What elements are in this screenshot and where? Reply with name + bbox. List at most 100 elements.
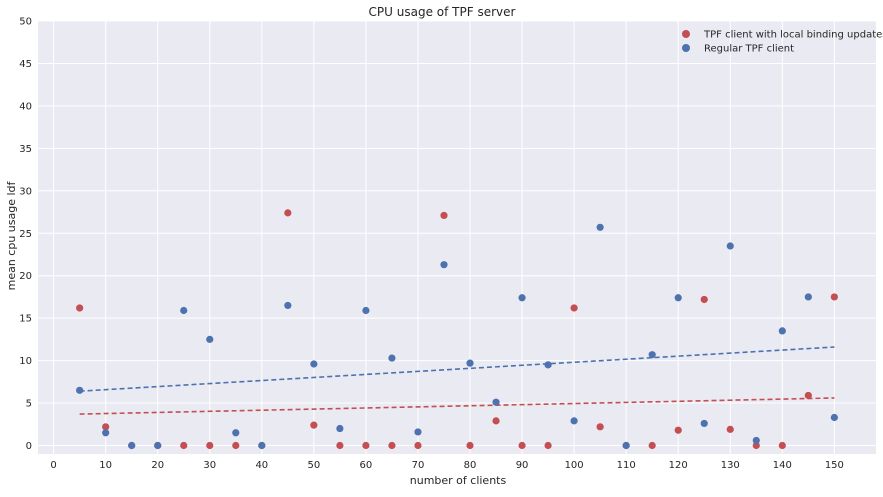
y-tick-label: 30 — [19, 186, 32, 197]
y-tick-label: 5 — [26, 399, 32, 410]
data-point-blue — [310, 360, 318, 368]
x-tick-label: 10 — [99, 460, 112, 471]
chart-title: CPU usage of TPF server — [369, 5, 516, 19]
data-point-blue — [752, 436, 760, 445]
data-point-red — [700, 295, 708, 304]
data-point-blue — [804, 293, 812, 301]
x-tick-label: 150 — [825, 460, 844, 471]
legend: TPF client with local binding updates Re… — [682, 30, 883, 55]
data-point-red — [180, 441, 188, 450]
y-tick-label: 35 — [19, 144, 32, 155]
data-point-blue — [336, 424, 344, 433]
data-point-red — [544, 441, 552, 450]
x-tick-label: 60 — [360, 460, 373, 471]
data-point-red — [440, 211, 448, 220]
trend-line-blue — [79, 346, 835, 392]
data-point-red — [414, 441, 422, 450]
data-point-blue — [674, 294, 682, 302]
x-axis-ticks: 0 10 20 30 40 50 60 70 80 90 100 110 120 130 140 150 — [50, 460, 843, 471]
y-tick-label: 20 — [19, 271, 32, 282]
y-tick-label: 0 — [26, 441, 32, 452]
y-axis-ticks: 0 5 10 15 20 25 30 35 40 45 50 — [19, 17, 32, 453]
x-tick-label: 50 — [307, 460, 320, 471]
data-point-blue — [102, 429, 110, 437]
data-point-blue — [232, 429, 240, 437]
data-point-red — [804, 391, 812, 400]
data-point-red — [518, 441, 526, 450]
data-point-blue — [830, 413, 838, 422]
data-point-red — [388, 441, 396, 450]
data-point-red — [648, 441, 656, 450]
data-point-blue — [778, 327, 786, 335]
data-point-blue — [180, 306, 188, 315]
data-point-blue — [440, 261, 448, 269]
data-point-blue — [570, 417, 578, 425]
y-axis-label: mean cpu usage ldf — [5, 180, 18, 290]
y-tick-label: 40 — [19, 101, 32, 112]
x-tick-label: 70 — [412, 460, 425, 471]
data-point-red — [596, 423, 604, 431]
x-tick-label: 40 — [255, 460, 268, 471]
x-tick-label: 110 — [617, 460, 636, 471]
plot-area — [38, 21, 876, 454]
data-points — [76, 209, 838, 450]
data-point-red — [570, 304, 578, 312]
y-tick-label: 15 — [19, 314, 32, 325]
x-tick-label: 0 — [50, 460, 56, 471]
data-point-blue — [206, 335, 214, 343]
data-point-red — [726, 425, 734, 433]
data-point-blue — [258, 441, 266, 450]
data-point-blue — [414, 428, 422, 436]
gridlines — [38, 20, 876, 454]
legend-entry-series-1: TPF client with local binding updates — [682, 30, 883, 41]
data-point-blue — [648, 351, 656, 359]
data-point-red — [752, 441, 760, 450]
x-tick-label: 80 — [464, 460, 477, 471]
x-tick-label: 100 — [565, 460, 584, 471]
data-point-blue — [518, 294, 526, 302]
data-point-red — [284, 209, 292, 217]
x-tick-label: 120 — [669, 460, 688, 471]
data-point-red — [310, 421, 318, 429]
data-point-blue — [284, 301, 292, 310]
y-tick-label: 25 — [19, 229, 32, 240]
data-point-red — [206, 441, 214, 450]
data-point-red — [76, 304, 84, 312]
data-point-blue — [388, 354, 396, 362]
x-tick-label: 30 — [203, 460, 216, 471]
data-point-blue — [76, 386, 84, 394]
x-tick-label: 140 — [773, 460, 792, 471]
legend-entry-series-2: Regular TPF client — [682, 44, 794, 55]
data-point-blue — [596, 223, 604, 231]
data-point-blue — [726, 242, 734, 250]
data-point-red — [778, 441, 786, 450]
data-point-blue — [700, 419, 708, 428]
y-tick-label: 50 — [19, 17, 32, 28]
data-point-red — [362, 441, 370, 450]
legend-marker-blue — [682, 44, 690, 52]
trend-line-red — [79, 397, 835, 415]
data-point-blue — [128, 441, 136, 450]
y-tick-label: 10 — [19, 356, 32, 367]
x-tick-label: 90 — [516, 460, 529, 471]
data-point-red — [232, 441, 240, 450]
x-tick-label: 130 — [721, 460, 740, 471]
data-point-red — [492, 417, 500, 425]
data-point-blue — [622, 441, 630, 450]
x-tick-label: 20 — [151, 460, 164, 471]
legend-marker-red — [682, 30, 690, 38]
legend-label-series-2: Regular TPF client — [704, 44, 794, 55]
y-tick-label: 45 — [19, 59, 32, 70]
x-axis-label: number of clients — [410, 474, 507, 487]
data-point-red — [102, 423, 110, 431]
data-point-blue — [544, 361, 552, 369]
data-point-red — [830, 293, 838, 301]
trend-lines — [79, 346, 835, 415]
data-point-red — [466, 441, 474, 450]
legend-label-series-1: TPF client with local binding updates — [703, 30, 883, 41]
data-point-blue — [154, 441, 162, 450]
data-point-red — [674, 426, 682, 434]
data-point-blue — [362, 306, 370, 315]
